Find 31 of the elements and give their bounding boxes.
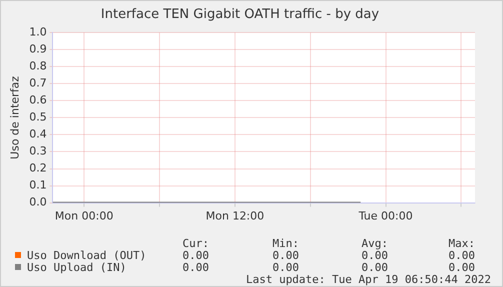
text: 0.00 bbox=[272, 249, 299, 262]
x-tick-label: Mon 00:00 bbox=[54, 209, 114, 222]
text: 0.00 bbox=[448, 261, 475, 274]
y-tick-label: 0.7 bbox=[29, 76, 47, 90]
text: 0.00 bbox=[182, 249, 209, 262]
x-tick-label: Mon 12:00 bbox=[206, 209, 264, 222]
y-axis-title: Uso de interfaz bbox=[8, 76, 22, 160]
text: Cur: bbox=[182, 237, 209, 250]
text: Min: bbox=[272, 237, 299, 250]
y-tick-label: 0.0 bbox=[29, 196, 47, 209]
text: 0.00 bbox=[272, 261, 299, 274]
text: Max: bbox=[448, 237, 475, 250]
x-tick-label: Tue 00:00 bbox=[358, 209, 413, 222]
legend-label: Uso Download (OUT) bbox=[27, 249, 146, 262]
y-tick-label: 0.1 bbox=[29, 178, 47, 192]
y-tick-label: 0.9 bbox=[29, 42, 47, 56]
y-tick-label: 0.8 bbox=[29, 60, 47, 72]
y-tick-label: 0.3 bbox=[29, 144, 47, 158]
legend-label: Uso Upload (IN) bbox=[27, 261, 126, 274]
text: Avg: bbox=[362, 237, 388, 250]
y-tick-label: 0.4 bbox=[29, 128, 47, 141]
text: 0.00 bbox=[362, 249, 388, 262]
chart-title: Interface TEN Gigabit OATH traffic - by day bbox=[100, 7, 380, 22]
y-tick-label: 0.2 bbox=[29, 162, 47, 175]
text: 0.00 bbox=[362, 261, 388, 274]
y-tick-label: 1.0 bbox=[29, 25, 47, 38]
y-tick-label: 0.6 bbox=[29, 94, 47, 107]
text: 0.00 bbox=[448, 249, 475, 262]
text: Last update: Tue Apr 19 06:50:44 2022 bbox=[246, 273, 491, 286]
y-tick-label: 0.5 bbox=[29, 110, 47, 124]
text: 0.00 bbox=[182, 261, 209, 274]
